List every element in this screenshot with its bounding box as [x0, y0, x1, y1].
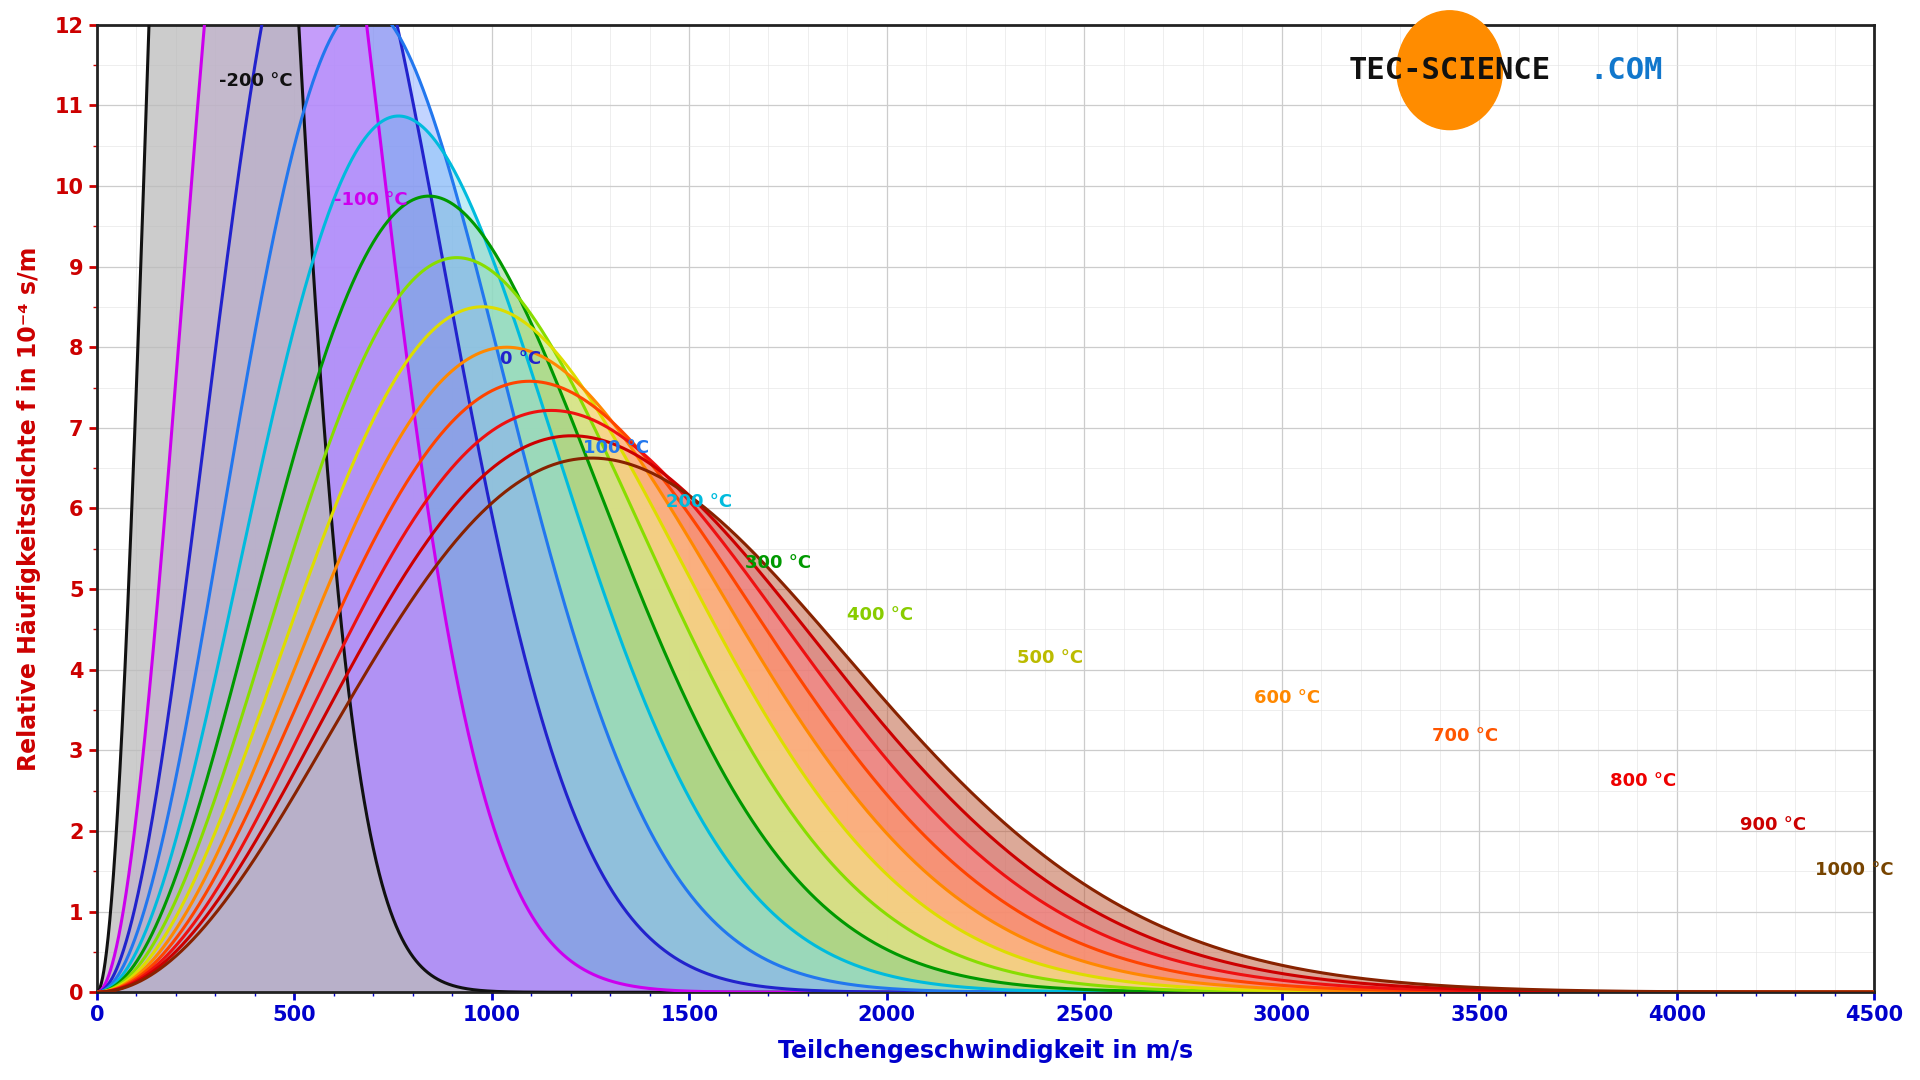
Text: -100 °C: -100 °C — [334, 191, 407, 210]
X-axis label: Teilchengeschwindigkeit in m/s: Teilchengeschwindigkeit in m/s — [778, 1039, 1192, 1064]
Text: 600 °C: 600 °C — [1254, 689, 1321, 707]
Y-axis label: Relative Häufigkeitsdichte f in 10⁻⁴ s/m: Relative Häufigkeitsdichte f in 10⁻⁴ s/m — [17, 246, 40, 771]
Text: 400 °C: 400 °C — [847, 606, 914, 624]
Text: 200 °C: 200 °C — [666, 492, 732, 511]
Text: 0 °C: 0 °C — [499, 350, 541, 368]
Text: TEC-SCIENCE: TEC-SCIENCE — [1348, 56, 1551, 84]
Text: 900 °C: 900 °C — [1740, 815, 1807, 834]
Text: 300 °C: 300 °C — [745, 554, 810, 572]
Text: 700 °C: 700 °C — [1432, 727, 1498, 745]
Text: 800 °C: 800 °C — [1609, 772, 1676, 789]
Text: 500 °C: 500 °C — [1018, 649, 1083, 666]
Text: -200 °C: -200 °C — [219, 72, 294, 90]
Text: 1000 °C: 1000 °C — [1814, 861, 1893, 879]
Text: 100 °C: 100 °C — [582, 438, 649, 457]
Text: .COM: .COM — [1590, 56, 1663, 84]
